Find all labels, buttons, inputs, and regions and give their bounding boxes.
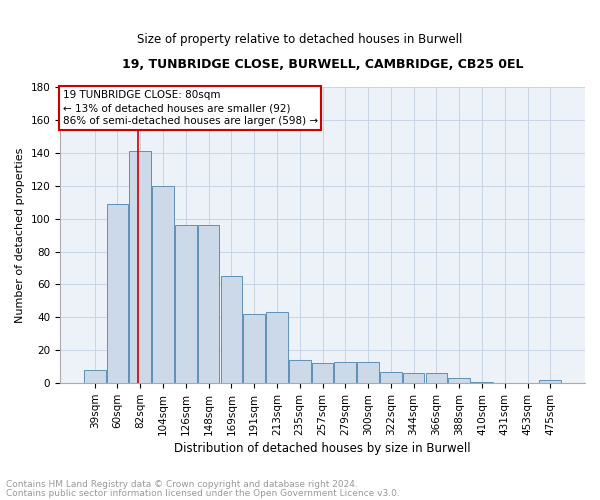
Bar: [403, 374, 424, 383]
Text: 19 TUNBRIDGE CLOSE: 80sqm
← 13% of detached houses are smaller (92)
86% of semi-: 19 TUNBRIDGE CLOSE: 80sqm ← 13% of detac…: [62, 90, 318, 126]
Bar: [221, 276, 242, 383]
X-axis label: Distribution of detached houses by size in Burwell: Distribution of detached houses by size …: [174, 442, 471, 455]
Text: Contains public sector information licensed under the Open Government Licence v3: Contains public sector information licen…: [6, 488, 400, 498]
Bar: [84, 370, 106, 383]
Bar: [334, 362, 356, 383]
Bar: [107, 204, 128, 383]
Bar: [198, 225, 220, 383]
Bar: [244, 314, 265, 383]
Bar: [380, 372, 401, 383]
Bar: [448, 378, 470, 383]
Bar: [175, 225, 197, 383]
Bar: [471, 382, 493, 383]
Bar: [130, 151, 151, 383]
Bar: [152, 186, 174, 383]
Bar: [357, 362, 379, 383]
Text: Contains HM Land Registry data © Crown copyright and database right 2024.: Contains HM Land Registry data © Crown c…: [6, 480, 358, 489]
Text: Size of property relative to detached houses in Burwell: Size of property relative to detached ho…: [137, 32, 463, 46]
Bar: [425, 374, 447, 383]
Bar: [311, 364, 334, 383]
Bar: [539, 380, 561, 383]
Y-axis label: Number of detached properties: Number of detached properties: [15, 148, 25, 323]
Bar: [289, 360, 311, 383]
Bar: [266, 312, 288, 383]
Title: 19, TUNBRIDGE CLOSE, BURWELL, CAMBRIDGE, CB25 0EL: 19, TUNBRIDGE CLOSE, BURWELL, CAMBRIDGE,…: [122, 58, 523, 70]
